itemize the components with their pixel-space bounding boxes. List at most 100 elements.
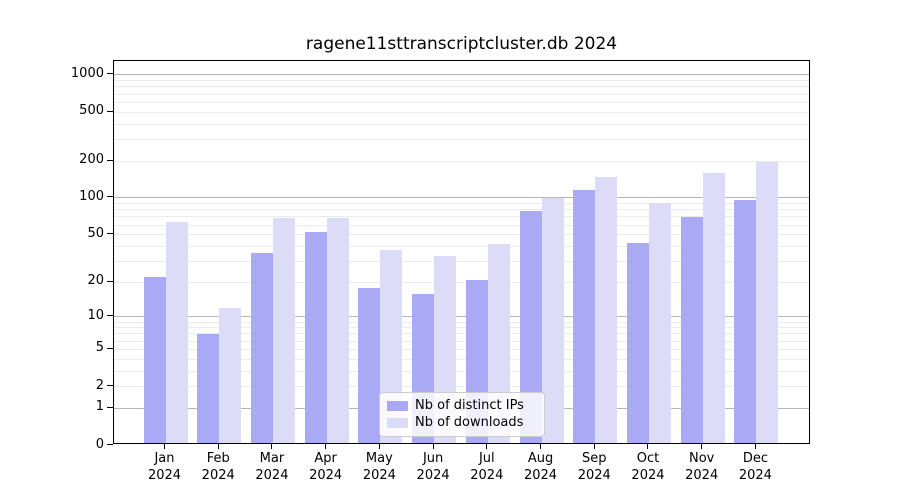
gridline-minor [114,348,809,350]
y-tick-label: 2 [95,377,104,393]
gridline-minor [114,281,809,283]
legend-swatch [387,400,408,411]
gridline-minor [114,86,809,88]
legend-swatch [387,417,408,428]
bar-nb-of-distinct-ips-dec [734,200,757,444]
bar-nb-of-downloads-dec [756,161,779,444]
bar-nb-of-downloads-oct [648,202,671,444]
y-tick [107,444,113,445]
x-tick-label: Aug 2024 [509,450,573,484]
x-tick [164,444,165,449]
y-tick [107,233,113,235]
y-tick [107,315,113,317]
x-tick-label: Apr 2024 [294,450,358,484]
bar-nb-of-downloads-aug [541,197,564,444]
x-tick [271,444,273,449]
x-tick-month: Oct [636,451,660,466]
gridline-major [114,74,809,76]
x-tick-year: 2024 [309,468,343,483]
gridline-minor [114,93,809,95]
x-tick [217,444,219,449]
x-tick-label: Sep 2024 [562,450,626,484]
x-tick-label: Feb 2024 [186,450,250,484]
x-tick [647,444,649,449]
bar-nb-of-distinct-ips-jan [143,277,166,444]
bar-nb-of-distinct-ips-aug [519,211,542,444]
x-tick-label: Dec 2024 [723,450,787,484]
legend-item: Nb of distinct IPs [387,397,536,414]
x-tick-month: Aug [527,451,554,466]
gridline-minor [114,370,809,372]
y-tick [107,347,113,349]
bar-nb-of-distinct-ips-feb [197,333,220,444]
x-tick-month: Jul [478,451,495,466]
gridline-minor [114,260,809,262]
bar-nb-of-downloads-feb [219,307,242,444]
x-tick [325,444,327,449]
y-tick-label: 10 [87,307,104,323]
y-tick [107,159,113,161]
bar-nb-of-distinct-ips-oct [626,242,649,444]
y-tick-label: 0 [95,436,104,452]
x-tick-month: Apr [314,451,337,466]
bar-nb-of-downloads-jan [165,221,188,444]
x-tick [486,444,488,449]
x-tick-month: Mar [259,451,285,466]
x-tick-label: Jan 2024 [133,450,197,484]
chart-title: ragene11sttranscriptcluster.db 2024 [305,34,618,54]
x-tick-label: Nov 2024 [670,450,734,484]
x-tick [540,444,542,449]
gridline-minor [114,101,809,103]
x-tick-month: Nov [689,451,715,466]
gridline-major [114,316,809,318]
plot-area [113,60,810,444]
gridline-minor [114,333,809,335]
bar-nb-of-downloads-mar [272,217,295,444]
x-tick-year: 2024 [147,468,182,483]
x-tick-month: Feb [206,451,230,466]
y-tick [107,196,113,198]
bar-nb-of-downloads-sep [595,177,618,444]
x-tick-year: 2024 [416,468,450,483]
gridline-minor [114,123,809,125]
x-tick-year: 2024 [362,468,396,483]
bar-nb-of-downloads-nov [702,172,725,444]
gridline-minor [114,245,809,247]
x-tick [701,444,703,449]
y-tick [107,110,113,112]
y-tick-label: 5 [95,340,104,356]
gridline-minor [114,321,809,323]
x-tick-label: Oct 2024 [616,450,680,484]
y-tick-label: 200 [79,152,104,168]
x-tick-year: 2024 [577,468,611,483]
y-tick-label: 100 [79,188,104,204]
x-tick-month: Dec [742,451,768,466]
gridline-minor [114,203,809,205]
x-tick-year: 2024 [685,468,719,483]
y-tick [107,280,113,282]
bar-nb-of-distinct-ips-apr [304,231,327,444]
x-tick-year: 2024 [255,468,289,483]
x-tick-month: Jun [422,451,444,466]
x-tick [378,444,380,449]
x-tick-year: 2024 [523,468,558,483]
x-tick [593,444,595,449]
gridline-minor [114,340,809,342]
gridline-minor [114,138,809,140]
gridline-minor [114,216,809,218]
bar-nb-of-distinct-ips-nov [680,216,703,444]
legend-item: Nb of downloads [387,414,536,431]
gridline-major [114,197,809,199]
bar-nb-of-distinct-ips-may [358,287,381,444]
gridline-minor [114,386,809,388]
x-tick-year: 2024 [201,468,235,483]
gridline-minor [114,327,809,329]
gridline-minor [114,160,809,162]
y-tick-label: 500 [79,103,104,119]
x-tick-label: Jun 2024 [401,450,465,484]
y-tick-label: 50 [87,225,104,241]
bar-nb-of-downloads-apr [326,218,349,444]
gridline-minor [114,209,809,211]
y-tick [107,385,113,387]
